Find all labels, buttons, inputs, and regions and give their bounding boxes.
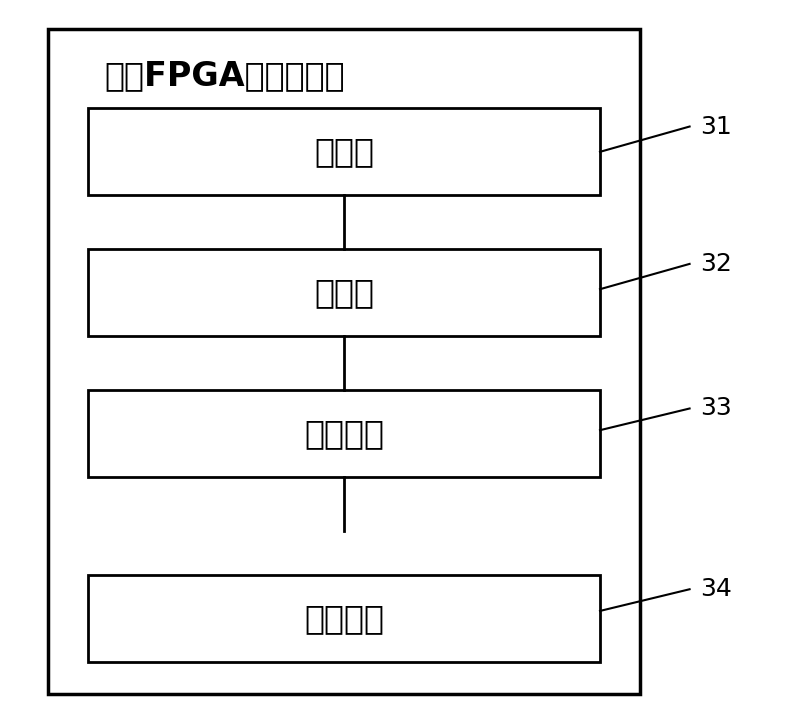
Text: 31: 31 <box>700 114 732 139</box>
Text: 处理器: 处理器 <box>314 276 374 309</box>
Text: 34: 34 <box>700 577 732 602</box>
Bar <box>88 108 600 195</box>
Text: 32: 32 <box>700 252 732 276</box>
Text: 验证单元: 验证单元 <box>304 602 384 635</box>
Text: 编译器: 编译器 <box>314 135 374 168</box>
Bar <box>88 249 600 336</box>
Bar <box>88 575 600 662</box>
Bar <box>88 390 600 477</box>
Text: 33: 33 <box>700 396 732 421</box>
Bar <box>48 29 640 694</box>
Text: 写入单元: 写入单元 <box>304 417 384 450</box>
Text: 用于FPGA验证的装置: 用于FPGA验证的装置 <box>104 59 345 93</box>
